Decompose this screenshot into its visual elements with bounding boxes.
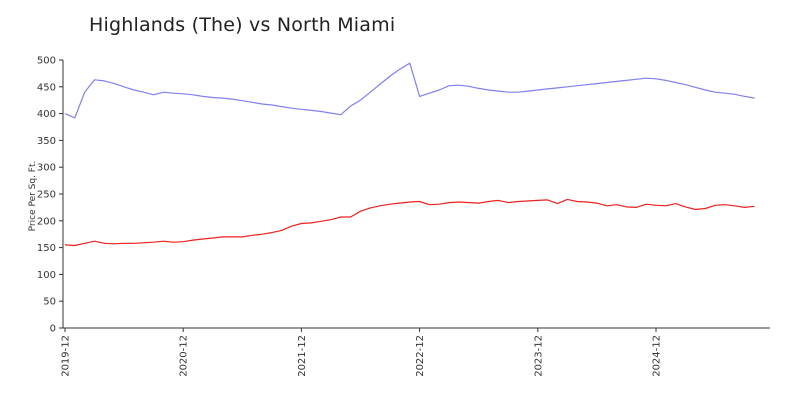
y-tick-label: 100 bbox=[37, 270, 56, 281]
x-tick-label: 2023-12 bbox=[533, 335, 544, 377]
y-tick-label: 0 bbox=[50, 324, 56, 335]
y-tick-label: 500 bbox=[37, 56, 56, 67]
y-tick-label: 400 bbox=[37, 109, 56, 120]
y-tick-label: 50 bbox=[43, 297, 56, 308]
chart-title: Highlands (The) vs North Miami bbox=[89, 14, 396, 36]
y-tick-label: 350 bbox=[37, 136, 56, 147]
y-axis-label: Price Per Sq. Ft. bbox=[28, 161, 38, 232]
x-tick-label: 2024-12 bbox=[652, 335, 663, 377]
y-tick-label: 250 bbox=[37, 190, 56, 201]
y-tick-label: 200 bbox=[37, 216, 56, 227]
y-tick-label: 450 bbox=[37, 82, 56, 93]
x-tick-label: 2021-12 bbox=[297, 335, 308, 377]
y-tick-label: 150 bbox=[37, 243, 56, 254]
x-tick-label: 2020-12 bbox=[179, 335, 190, 377]
x-tick-label: 2019-12 bbox=[61, 335, 72, 377]
x-tick-label: 2022-12 bbox=[415, 335, 426, 377]
series-line-2 bbox=[64, 198, 755, 247]
y-tick-label: 300 bbox=[37, 163, 56, 174]
series-line-1 bbox=[64, 62, 755, 119]
